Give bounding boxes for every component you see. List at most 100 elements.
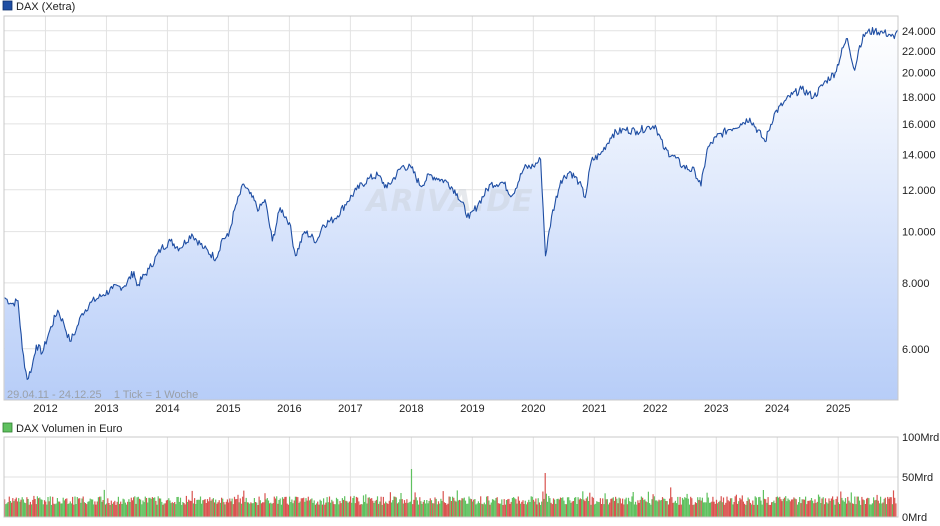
volume-bar	[885, 504, 888, 517]
volume-bar	[887, 496, 889, 517]
volume-bar	[823, 504, 825, 517]
volume-bar	[167, 499, 169, 517]
volume-bar	[817, 494, 820, 517]
volume-bar	[367, 497, 369, 517]
volume-bar	[345, 500, 347, 517]
volume-bar	[819, 496, 821, 517]
volume-bar	[287, 504, 289, 517]
price-panel-frame	[3, 15, 899, 401]
volume-bar	[733, 502, 735, 517]
volume-bar	[806, 504, 808, 517]
volume-bar	[42, 504, 44, 517]
volume-bar	[412, 504, 414, 517]
volume-bar	[83, 502, 85, 517]
volume-bar	[619, 498, 621, 517]
volume-bar	[443, 502, 445, 517]
volume-bar	[683, 499, 685, 517]
volume-bar	[544, 473, 546, 517]
volume-bar	[109, 505, 111, 517]
volume-bar	[895, 503, 897, 517]
volume-bar	[223, 502, 225, 517]
volume-bar	[681, 497, 684, 517]
volume-bar	[694, 502, 696, 517]
volume-bar	[213, 502, 216, 517]
volume-bar	[326, 497, 328, 517]
volume-bar	[522, 500, 524, 517]
volume-bar	[13, 501, 15, 517]
volume-bar	[371, 498, 373, 517]
volume-bar	[305, 498, 307, 517]
volume-bar	[821, 498, 823, 517]
volume-bar	[280, 504, 282, 517]
volume-bar	[543, 498, 545, 517]
volume-bar	[774, 503, 776, 517]
volume-bar	[717, 503, 719, 517]
volume-bar	[599, 498, 601, 517]
volume-bar	[754, 496, 756, 517]
volume-bar	[842, 500, 844, 517]
price-x-tick-label: 2024	[765, 403, 789, 415]
volume-bar	[26, 497, 28, 517]
volume-bar	[413, 499, 415, 517]
volume-bar	[850, 492, 852, 517]
volume-bar	[816, 501, 818, 517]
volume-bar	[796, 504, 798, 517]
volume-bar	[810, 498, 813, 517]
volume-bar	[751, 504, 753, 517]
volume-bar	[298, 502, 300, 517]
volume-bar	[76, 497, 78, 517]
volume-bar	[783, 497, 786, 517]
volume-bar	[11, 502, 13, 517]
volume-bar	[453, 497, 455, 517]
info-text: 29.04.11 - 24.12.25 1 Tick = 1 Woche	[7, 389, 198, 401]
volume-bar	[597, 501, 599, 517]
volume-bar	[871, 503, 873, 517]
volume-bar	[197, 499, 199, 517]
volume-bar	[514, 498, 516, 517]
volume-bar	[836, 496, 838, 517]
volume-bar	[116, 501, 118, 517]
price-x-tick-label: 2021	[582, 403, 606, 415]
volume-bar	[208, 501, 210, 517]
volume-bar	[7, 502, 9, 517]
volume-bar	[868, 498, 870, 517]
volume-bar	[192, 503, 194, 517]
volume-bar	[613, 500, 615, 517]
volume-bar	[497, 503, 499, 517]
volume-bar	[537, 498, 539, 517]
volume-bar	[826, 502, 828, 517]
volume-bar	[778, 497, 780, 517]
volume-bar	[832, 496, 834, 517]
volume-bar	[15, 497, 17, 517]
price-y-tick-label: 10.000	[902, 227, 936, 239]
volume-bar	[695, 503, 698, 517]
volume-bar	[307, 496, 309, 517]
volume-bar	[330, 502, 332, 517]
volume-bar	[488, 500, 490, 517]
volume-bar	[41, 499, 43, 517]
volume-bar	[530, 496, 532, 517]
volume-bar	[289, 496, 291, 517]
volume-bar	[633, 504, 635, 517]
volume-bar	[724, 504, 726, 517]
volume-bar	[423, 500, 425, 517]
volume-bar	[481, 503, 483, 517]
volume-bar	[449, 496, 451, 517]
volume-bar	[276, 496, 278, 517]
volume-bar	[762, 490, 764, 517]
volume-bar	[700, 500, 702, 517]
volume-bar	[596, 501, 598, 517]
volume-bar	[304, 501, 306, 517]
volume-bar	[392, 500, 394, 517]
volume-bar	[799, 497, 801, 517]
volume-bar	[45, 501, 47, 517]
volume-bar	[62, 497, 64, 517]
volume-bar	[531, 496, 533, 517]
volume-bar	[170, 503, 172, 517]
volume-bar	[707, 497, 709, 517]
volume-bar	[855, 504, 857, 517]
volume-bar	[639, 499, 641, 517]
volume-panel-frame	[3, 436, 899, 518]
volume-bar	[812, 500, 814, 517]
volume-bar	[175, 504, 177, 517]
